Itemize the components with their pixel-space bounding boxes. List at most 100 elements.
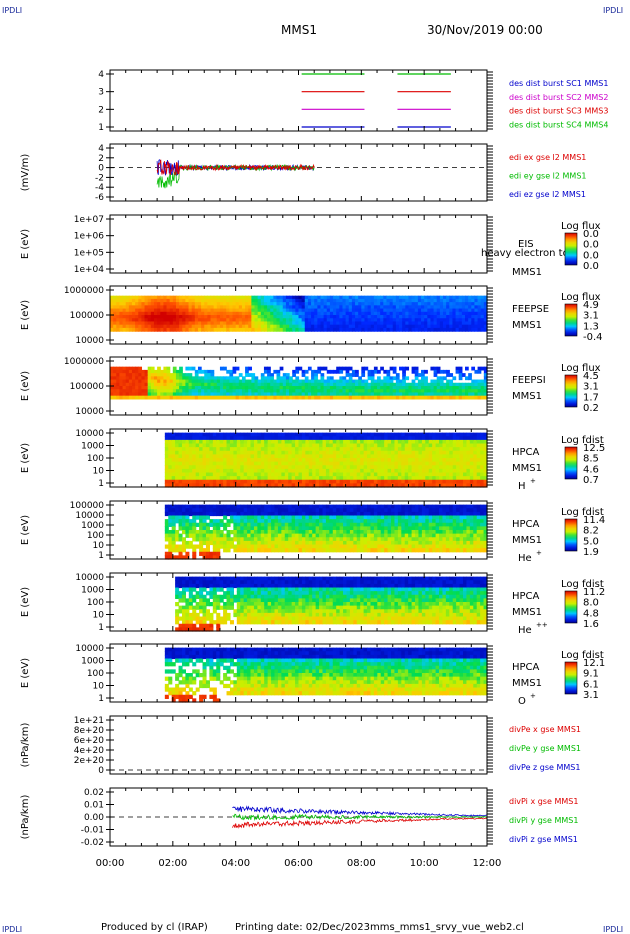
panel-feepse-cell [474,327,479,332]
panel-feepse-cell [408,295,413,300]
panel-hpca_h-cell [312,468,317,474]
panel-hpca_h-cell [250,465,255,470]
panel-hpca_h-cell [308,472,313,477]
panel-feepse-cell [386,302,391,306]
panel-feepse-cell [455,295,460,300]
panel-hpca_h-cell [188,447,193,452]
panel-feepsi-cell [175,376,180,381]
panel-hpca_h-cell [380,483,385,488]
panel-hpca_he1-cell [308,504,313,509]
panel-hpca_h-cell [469,450,474,455]
panel-hpca_he1-cell [301,530,306,535]
panel-feepsi-cell [465,382,469,387]
panel-feepse-cell [282,321,287,326]
panel-feepse-cell [226,311,230,316]
panel-hpca_h-cell [164,461,169,466]
panel-feepsi-cell [361,392,366,397]
panel-feepsi-cell [301,382,306,387]
panel-feepsi-cell [320,386,325,390]
panel-hpca_he1-cell [181,544,186,549]
panel-hpca_he1-cell [301,504,306,509]
panel-hpca_he1-cell [175,515,180,520]
panel-hpca_h-cell [401,436,406,441]
panel-hpca_h-cell [356,432,361,437]
panel-hpca_h-cell [226,432,231,437]
panel-feepsi-cell [257,382,262,387]
panel-hpca_h-cell [288,465,293,470]
panel-feepse-cell [232,308,237,313]
panel-feepsi-cell [119,373,124,377]
panel-hpca_h-cell [346,476,351,481]
panel-feepsi-cell [364,366,369,371]
panel-hpca_h-cell [209,439,214,445]
panel-hpca_h-cell [473,439,478,445]
panel-feepsi-cell [232,366,237,371]
panel-feepse-cell [314,302,318,306]
panel-hpca_h-cell [387,458,392,463]
panel-feepsi-cell [216,389,221,394]
panel-hpca_h-cell [425,447,430,452]
panel-hpca_h-cell [425,432,430,437]
panel-feepsi-cell [395,382,400,387]
panel-feepsi-cell [427,386,432,390]
panel-feepsi-cell [157,366,161,371]
panel-hpca_h-cell [476,476,481,481]
panel-feepsi-cell [226,382,230,387]
panel-feepsi-cell [128,369,133,374]
panel-hpca_h-cell [233,450,238,455]
panel-feepsi-cell [430,392,435,397]
panel-hpca_h-cell [449,454,454,459]
panel-hpca_h-cell [459,447,464,452]
panel-feepsi-cell [477,366,482,371]
panel-hpca_he1-cell [322,508,327,513]
panel-feepse-cell [260,302,265,306]
panel-feepse-cell [223,321,227,326]
panel-feepse-cell [480,324,485,329]
panel-hpca_h-cell [397,443,402,448]
panel-feepse-cell [405,311,410,316]
panel-hpca_h-cell [233,436,238,441]
panel-feepse-cell [424,327,428,332]
panel-hpca_h-cell [274,483,279,488]
panel-feepsi-cell [219,392,224,397]
panel-hpca_he1-cell [171,555,176,560]
panel-hpca_h-cell [452,472,457,477]
panel-feepse-cell [414,302,419,306]
panel-feepse-cell [282,315,287,319]
panel-hpca_he1-cell [291,504,296,509]
panel-hpca_h-cell [205,432,210,437]
panel-hpca_h-cbar-tick: 8.5 [583,454,599,465]
panel-feepsi-cell [144,389,149,394]
panel-hpca_h-cell [250,443,255,448]
panel-feepse-cell [197,321,202,326]
panel-hpca_h-cell [356,479,361,484]
panel-feepsi-cell [433,386,438,390]
panel-feepse-cell [477,311,482,316]
panel-feepsi-cell [395,389,400,394]
panel-hpca_h-cell [428,443,433,448]
panel-hpca_he1-cell [346,526,351,531]
panel-feepse-cell [163,305,168,310]
panel-hpca_h-cell [370,461,375,466]
panel-hpca_he1-cell [339,522,344,527]
panel-hpca_h-cell [253,447,258,452]
panel-hpca_he1-cell [308,515,313,520]
panel-feepse-cell [179,295,183,300]
panel-feepse-cell [477,295,482,300]
panel-feepse-cell [395,315,400,319]
panel-hpca_he1-cell [253,522,258,527]
panel-hpca_he1-cell [332,540,337,546]
panel-hpca_h-cell [253,458,258,463]
panel-feepsi-cell [197,376,202,381]
panel-hpca_h-cell [205,461,210,466]
panel-feepsi-cell [207,389,212,394]
panel-hpca_he1-cell [229,530,234,535]
panel-feepse-cell [361,327,366,332]
panel-feepse-cell [125,295,130,300]
panel-feepse-cell [153,321,158,326]
panel-hpca_h-cell [192,432,197,437]
panel-hpca_he1-cell [212,544,217,549]
panel-feepse-cell [241,298,246,303]
panel-feepse-cell [474,311,479,316]
